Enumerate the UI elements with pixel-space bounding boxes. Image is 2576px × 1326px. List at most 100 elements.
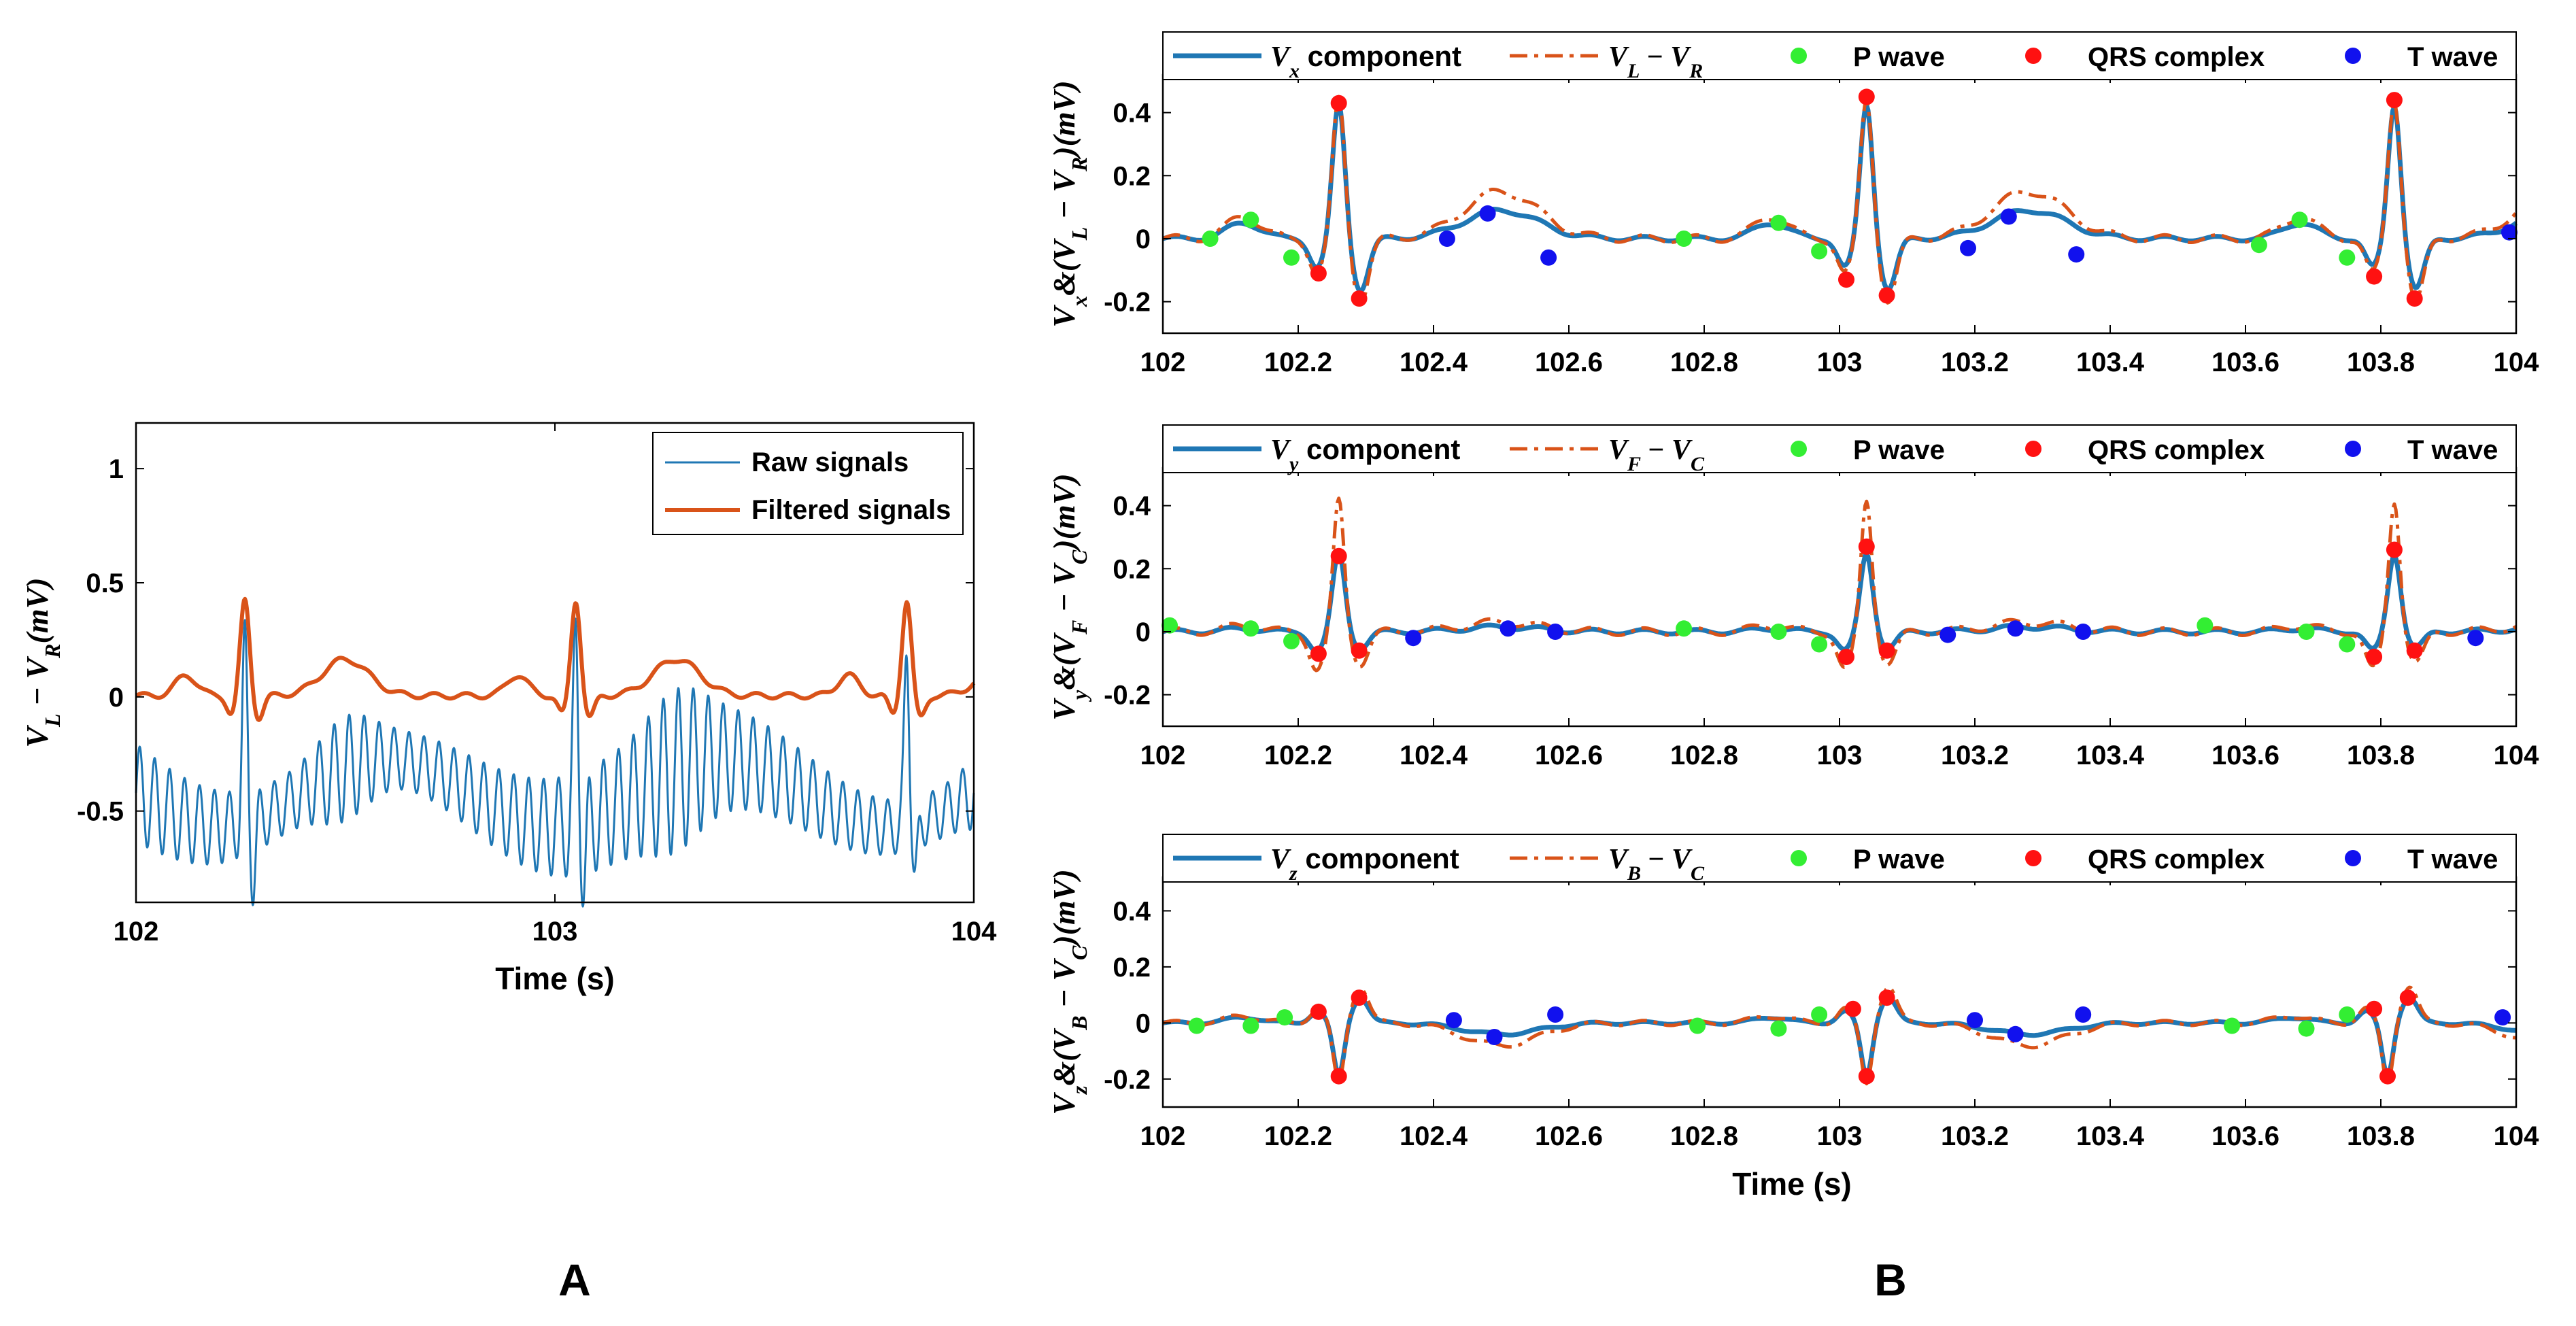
qrs-marker <box>1838 271 1854 288</box>
y-label-part: V <box>1047 305 1081 328</box>
x-tick-label: 103 <box>1817 1121 1863 1151</box>
legend-marker-t-wave <box>2345 850 2361 866</box>
legend-label-p-wave: P wave <box>1853 845 1945 874</box>
x-tick-label: 104 <box>951 917 997 947</box>
t-wave-marker <box>2467 630 2484 647</box>
legend-box <box>1162 424 2517 473</box>
y-tick-label: -0.5 <box>77 797 124 827</box>
qrs-marker <box>2406 642 2423 659</box>
qrs-marker <box>1330 1068 1347 1085</box>
y-label-part: &(V <box>1047 1028 1081 1086</box>
y-label-part: R <box>1067 157 1091 172</box>
y-label-part: &(V <box>1047 632 1081 690</box>
y-label-part: B <box>1067 1016 1091 1031</box>
p-wave-marker <box>1283 249 1300 266</box>
legend-label-filtered: Filtered signals <box>751 495 951 525</box>
qrs-marker <box>1878 642 1895 659</box>
y-axis-label: Vz&(VB − VC)(mV) <box>1047 869 1091 1115</box>
x-tick-label: 102.4 <box>1400 347 1468 377</box>
t-wave-marker <box>1967 1012 1983 1029</box>
p-wave-marker <box>1242 1017 1259 1034</box>
t-wave-marker <box>2007 620 2024 637</box>
y-tick-label: -0.2 <box>1104 288 1151 318</box>
y-tick-label: 0 <box>1136 224 1151 254</box>
x-tick-label: 103 <box>1817 347 1863 377</box>
x-tick-label: 102.6 <box>1535 1121 1603 1151</box>
p-wave-marker <box>1689 1017 1706 1034</box>
x-tick-label: 103.6 <box>2211 1121 2280 1151</box>
legend-label-part: − <box>1641 435 1672 466</box>
p-wave-marker <box>1188 1017 1205 1034</box>
x-tick-label: 103.2 <box>1941 1121 2009 1151</box>
y-tick-label: 0.2 <box>1113 953 1151 983</box>
qrs-marker <box>1838 649 1854 665</box>
legend-label-part: V <box>1270 844 1291 875</box>
y-label-part: &(V <box>1047 238 1081 296</box>
qrs-marker <box>2379 1068 2396 1085</box>
qrs-marker <box>2366 268 2383 285</box>
y-tick-label: 0.5 <box>86 568 124 598</box>
legend-box <box>652 432 964 535</box>
y-label-part: )(mV) <box>1047 869 1081 948</box>
p-wave-marker <box>1242 620 1259 637</box>
x-tick-label: 103.6 <box>2211 347 2280 377</box>
qrs-marker <box>1858 88 1875 105</box>
t-wave-marker <box>1499 620 1516 637</box>
x-tick-label: 103.2 <box>1941 741 2009 770</box>
legend-label-t-wave: T wave <box>2407 435 2498 465</box>
x-tick-label: 102.4 <box>1400 1121 1468 1151</box>
x-tick-label: 102.4 <box>1400 741 1468 770</box>
qrs-marker <box>1351 642 1368 659</box>
y-label-part: − V <box>1047 562 1081 620</box>
legend-marker-qrs <box>2025 48 2041 64</box>
legend: Vx component VL − VR P wave QRS complex T wa… <box>1162 31 2517 82</box>
legend-label-component: Vy component <box>1270 433 1460 475</box>
legend: Vz component VB − VC P wave QRS complex T wa… <box>1162 834 2517 885</box>
legend-label-p-wave: P wave <box>1853 435 1945 465</box>
qrs-marker <box>2386 92 2403 109</box>
legend-box <box>1162 834 2517 883</box>
x-tick-label: 102.2 <box>1264 347 1332 377</box>
legend-label-p-wave: P wave <box>1853 42 1945 72</box>
t-wave-marker <box>1547 1006 1564 1023</box>
legend-label-part: R <box>1689 60 1703 82</box>
y-label-part: V <box>1047 698 1081 721</box>
x-tick-label: 103.6 <box>2211 741 2280 770</box>
legend-label-part: component <box>1298 433 1460 465</box>
x-tick-label: 102 <box>114 917 159 947</box>
p-wave-marker <box>2339 249 2356 266</box>
x-tick-label: 103 <box>1817 741 1863 770</box>
t-wave-marker <box>1405 630 1422 647</box>
legend-label-part: component <box>1300 40 1461 72</box>
legend: Raw signals Filtered signals <box>652 432 964 535</box>
y-label-part: C <box>1067 549 1091 564</box>
t-wave-marker <box>1479 205 1496 222</box>
y-tick-label: 0.2 <box>1113 554 1151 584</box>
y-label-part: − V <box>1047 958 1081 1016</box>
y-label-part: L <box>40 713 65 728</box>
qrs-marker <box>1844 1000 1861 1017</box>
legend-marker-qrs <box>2025 441 2041 457</box>
legend-label-part: y <box>1287 453 1299 475</box>
t-wave-marker <box>2494 1009 2511 1026</box>
qrs-marker <box>1310 265 1327 282</box>
t-wave-marker <box>2075 1006 2092 1023</box>
legend-box <box>1162 31 2517 80</box>
t-wave-marker <box>1540 249 1557 266</box>
p-wave-marker <box>2250 237 2267 254</box>
p-wave-marker <box>1162 617 1178 634</box>
x-tick-label: 103.4 <box>2076 347 2145 377</box>
y-label-part: y <box>1067 690 1091 702</box>
qrs-marker <box>2366 1000 2383 1017</box>
p-wave-marker <box>1676 620 1693 637</box>
legend-label-raw: Raw signals <box>751 447 909 477</box>
p-wave-marker <box>1283 632 1300 649</box>
legend-label-part: C <box>1691 453 1705 475</box>
p-wave-marker <box>1770 624 1787 640</box>
y-tick-label: 0.2 <box>1113 161 1151 191</box>
qrs-marker <box>2399 989 2416 1006</box>
filtered-signal-line <box>135 596 976 722</box>
legend-marker-p-wave <box>1791 48 1807 64</box>
qrs-marker <box>2386 541 2403 558</box>
